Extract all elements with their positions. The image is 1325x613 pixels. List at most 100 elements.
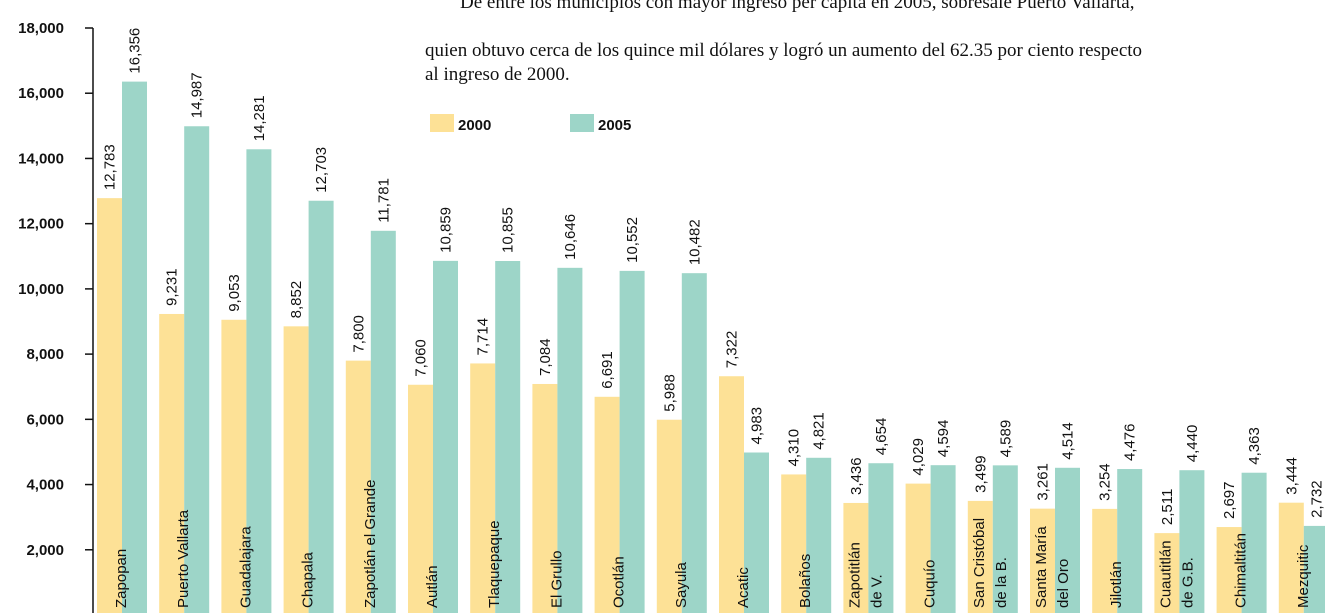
bar: [930, 465, 956, 613]
bar: [184, 126, 210, 613]
value-label: 10,646: [562, 214, 579, 260]
bar: [1030, 508, 1055, 613]
bar: [905, 483, 931, 613]
bar: [1154, 533, 1180, 613]
category-label: de la B.: [993, 557, 1010, 608]
value-label: 3,254: [1097, 463, 1114, 501]
y-tick-label: 12,000: [18, 216, 64, 233]
value-label: 9,053: [226, 274, 243, 312]
category-label: Zapotlán el Grande: [362, 480, 379, 608]
y-tick-label: 14,000: [18, 150, 64, 167]
category-label: Puerto Vallarta: [175, 509, 192, 608]
category-label: Ocotlán: [611, 556, 628, 608]
bar: [992, 465, 1018, 613]
category-label: Mezquitic: [1295, 544, 1312, 608]
bar: [532, 383, 558, 613]
bar: [1303, 525, 1325, 613]
category-label: Jilotlán: [1108, 561, 1125, 608]
category-label: de V.: [868, 574, 885, 608]
bar: [370, 230, 396, 613]
category-label: San Cristóbal: [971, 518, 988, 608]
bar: [345, 360, 371, 613]
bar: [557, 267, 583, 613]
bar: [221, 319, 247, 613]
bar: [470, 363, 496, 613]
category-label: Chapala: [300, 551, 317, 608]
value-label: 12,703: [313, 147, 330, 193]
value-label: 7,060: [413, 339, 430, 377]
value-label: 10,482: [686, 219, 703, 265]
value-label: 4,029: [910, 438, 927, 476]
bar: [806, 457, 832, 613]
y-tick-label: 2,000: [26, 542, 64, 559]
bar: [967, 500, 993, 613]
value-label: 14,281: [251, 95, 268, 141]
value-label: 11,781: [375, 178, 392, 223]
category-label: Bolaños: [797, 554, 814, 608]
bar: [122, 81, 147, 613]
bar: [1117, 469, 1143, 613]
bar: [781, 474, 807, 613]
legend-label: 2000: [458, 117, 491, 134]
paragraph-line: quien obtuvo cerca de los quince mil dól…: [425, 40, 1142, 61]
value-label: 4,589: [997, 420, 1014, 458]
value-label: 10,552: [624, 217, 641, 263]
value-label: 4,310: [786, 429, 803, 467]
bar: [656, 419, 682, 613]
legend-label: 2005: [598, 117, 631, 134]
legend-swatch: [430, 114, 454, 132]
bar: [495, 261, 521, 613]
paragraph-line: al ingreso de 2000.: [425, 64, 570, 85]
bar: [1092, 508, 1118, 613]
value-label: 4,440: [1184, 425, 1201, 463]
value-label: 3,499: [972, 455, 989, 493]
category-label: Cuquío: [922, 560, 939, 608]
value-label: 4,476: [1122, 423, 1139, 461]
category-label: Guadalajara: [237, 526, 254, 608]
bar: [681, 273, 707, 613]
y-tick-label: 16,000: [18, 85, 64, 102]
value-label: 7,084: [537, 338, 554, 376]
value-label: 6,691: [599, 351, 616, 389]
category-label: Santa María: [1033, 526, 1050, 608]
category-label: Zapopan: [113, 549, 130, 608]
y-tick-label: 10,000: [18, 281, 64, 298]
category-label: Autlán: [424, 565, 441, 608]
bar: [97, 198, 122, 613]
category-label: Chimaltitán: [1233, 533, 1250, 608]
bar: [594, 396, 620, 613]
y-tick-label: 8,000: [26, 346, 64, 363]
bar: [1179, 470, 1205, 613]
category-label: Acatic: [735, 567, 752, 608]
y-tick-label: 18,000: [18, 20, 64, 37]
value-label: 2,697: [1221, 482, 1238, 520]
bar: [246, 149, 272, 613]
bar: [408, 384, 433, 613]
value-label: 4,514: [1060, 422, 1077, 460]
category-label: Zapotitlán: [846, 542, 863, 608]
bar: [843, 502, 869, 613]
bar: [1055, 467, 1080, 613]
bar: [1216, 527, 1242, 613]
category-label: del Oro: [1055, 559, 1072, 608]
value-label: 4,363: [1246, 427, 1263, 465]
value-label: 7,714: [475, 318, 492, 356]
category-label: Sayula: [673, 561, 690, 608]
bar: [159, 313, 185, 613]
paragraph-line: De entre los municipios con mayor ingres…: [460, 0, 1134, 13]
bar: [308, 200, 334, 613]
value-label: 9,231: [164, 268, 181, 306]
value-label: 2,511: [1159, 489, 1176, 525]
value-label: 3,444: [1283, 457, 1300, 495]
legend-swatch: [570, 114, 594, 132]
category-label: El Grullo: [548, 550, 565, 608]
value-label: 10,859: [438, 207, 455, 253]
bar: [433, 260, 458, 613]
value-label: 4,594: [935, 420, 952, 458]
value-label: 2,732: [1308, 480, 1325, 518]
bar: [1278, 502, 1304, 613]
bar: [719, 376, 744, 613]
bar: [868, 463, 894, 613]
